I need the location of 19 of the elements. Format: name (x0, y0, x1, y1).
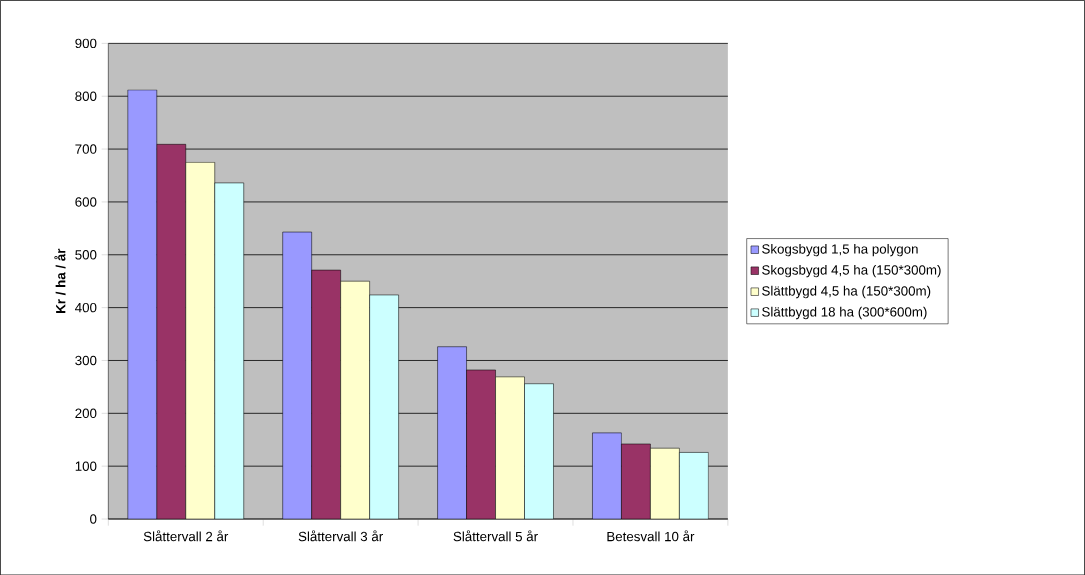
y-tick-label: 200 (75, 408, 97, 418)
x-tick-label: Slåttervall 2 år (143, 530, 229, 542)
x-tick-label: Slåttervall 5 år (453, 530, 538, 542)
x-tick-label: Betesvall 10 år (607, 530, 695, 542)
legend-label: Skogsbygd 4,5 ha (150*300m) (762, 264, 941, 278)
legend-label: Slättbygd 4,5 ha (150*300m) (762, 285, 931, 299)
y-tick-label: 0 (90, 514, 97, 524)
y-tick-label: 300 (75, 355, 97, 365)
legend-label: Slättbygd 18 ha (300*600m) (762, 306, 927, 320)
y-tick-label: 400 (75, 302, 97, 313)
x-tick-label: Slåttervall 3 år (298, 530, 383, 542)
y-tick-label: 800 (75, 91, 97, 101)
y-axis-title: Kr / ha / år (54, 248, 66, 313)
y-tick-label: 600 (75, 197, 97, 207)
y-tick-label: 700 (75, 144, 97, 154)
y-tick-label: 500 (75, 249, 97, 260)
y-tick-label: 100 (75, 461, 97, 471)
y-tick-label: 900 (75, 38, 97, 48)
legend-label: Skogsbygd 1,5 ha polygon (762, 243, 918, 257)
